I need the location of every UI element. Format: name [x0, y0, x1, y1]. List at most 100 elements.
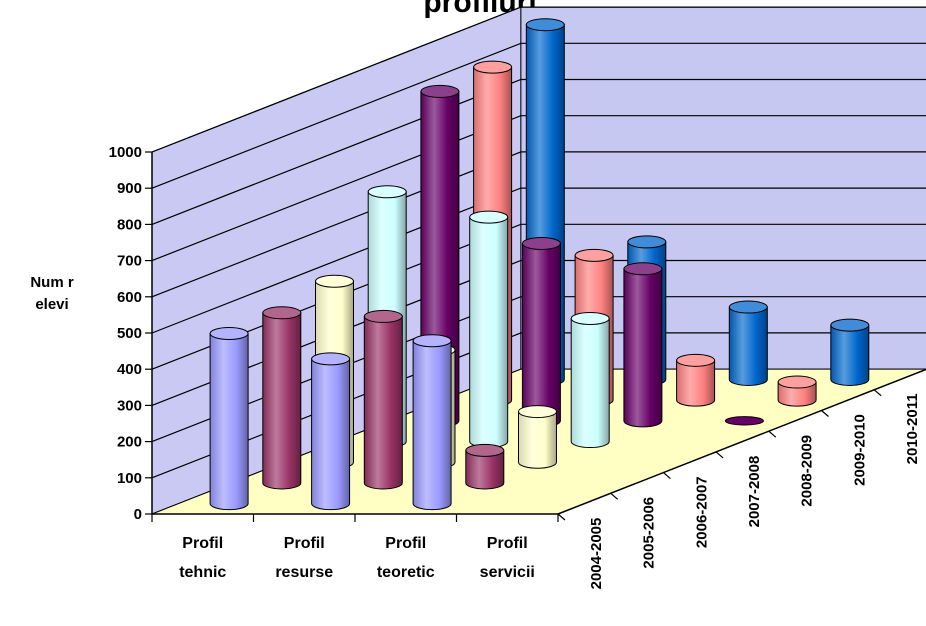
bar-body — [570, 317, 610, 449]
bar — [521, 236, 561, 428]
x-tick-label: teoretic — [377, 564, 435, 581]
bar-body — [830, 324, 870, 386]
bar-top — [473, 60, 513, 74]
bar-top — [525, 18, 565, 32]
bar-body — [728, 306, 768, 386]
bar-top — [367, 185, 407, 199]
y-tick-label: 500 — [117, 325, 142, 342]
x-tick-label: resurse — [275, 564, 333, 581]
bar — [724, 416, 764, 426]
y-tick-label: 900 — [117, 180, 142, 197]
x-tick-label: servicii — [480, 564, 535, 581]
bar-body — [623, 268, 663, 428]
series-label: 2008-2009 — [799, 435, 816, 507]
bar-top — [777, 375, 817, 389]
bar-top — [518, 405, 557, 419]
depth-tick — [715, 451, 724, 459]
depth-tick — [821, 410, 829, 417]
bar-top — [412, 334, 452, 348]
bar-top — [627, 235, 667, 249]
bar-top — [570, 311, 610, 325]
bar-top — [363, 309, 403, 323]
x-tick-label: Profil — [182, 535, 223, 552]
bar-flat — [724, 416, 764, 426]
x-tick-label: tehnic — [179, 564, 226, 581]
bar-top — [469, 210, 509, 224]
bar — [311, 352, 351, 511]
bar — [465, 443, 505, 490]
series-label: 2010-2011 — [904, 393, 921, 464]
y-tick-label: 100 — [117, 470, 142, 487]
bar-top — [521, 236, 561, 250]
bar-body — [469, 216, 509, 449]
y-axis-title-line-1: Num r — [30, 274, 74, 291]
bar-body — [676, 359, 716, 407]
bar — [209, 327, 249, 511]
bar-body — [518, 411, 557, 469]
y-tick-label: 600 — [117, 289, 142, 306]
bar-body — [209, 333, 249, 511]
bar-top — [574, 248, 614, 262]
gridline — [151, 151, 926, 298]
y-tick-label: 800 — [117, 216, 142, 233]
bar — [363, 309, 403, 490]
series-label: 2009-2010 — [851, 414, 868, 486]
x-tick-label: Profil — [487, 535, 528, 552]
depth-tick — [873, 389, 882, 397]
gridline — [151, 6, 926, 153]
y-tick-label: 1000 — [109, 144, 142, 161]
bar — [623, 262, 663, 428]
x-tick-label: Profil — [385, 535, 426, 552]
bar-body — [311, 358, 351, 511]
series-label: 2007-2008 — [746, 456, 763, 528]
y-tick-label: 200 — [117, 434, 142, 451]
series-label: 2006-2007 — [693, 476, 710, 548]
bar — [728, 300, 768, 386]
depth-axis — [557, 368, 926, 515]
bar — [518, 405, 557, 469]
bar-top — [315, 274, 354, 288]
series-label: 2005-2006 — [641, 497, 658, 569]
bar-top — [830, 318, 870, 332]
bar-body — [465, 449, 505, 490]
x-tick-label: Profil — [284, 535, 325, 552]
bar-top — [465, 443, 505, 457]
bar-body — [521, 242, 561, 428]
series-label: 2004-2005 — [588, 518, 605, 590]
bars — [209, 18, 870, 511]
y-axis-title-line-2: elevi — [35, 296, 69, 313]
bar-top — [262, 306, 302, 320]
bar-body — [777, 381, 817, 407]
bar-body — [262, 312, 302, 490]
bar-body — [363, 315, 403, 490]
y-tick-label: 0 — [134, 506, 142, 523]
depth-tick — [768, 430, 777, 438]
bar-top — [676, 353, 716, 367]
gridline — [151, 42, 926, 189]
axis-labels: 0 100 200 300 400 500 600 700 800 900 1000 Profil te… — [109, 144, 921, 589]
bar-body — [412, 340, 452, 511]
bar-top — [623, 262, 663, 276]
depth-tick — [663, 472, 671, 480]
bar — [676, 353, 716, 407]
bar — [412, 334, 452, 511]
bar-top — [209, 327, 249, 341]
bar — [262, 306, 302, 490]
y-tick-label: 400 — [117, 361, 142, 378]
y-axis-title: Num r elevi — [22, 272, 82, 316]
axes — [145, 151, 926, 522]
y-tick-label: 700 — [117, 253, 142, 270]
bar — [570, 311, 610, 449]
bar — [830, 318, 870, 386]
depth-tick — [610, 492, 619, 500]
y-tick-label: 300 — [117, 397, 142, 414]
bar-top — [311, 352, 351, 366]
bar-top — [728, 300, 768, 314]
bar — [469, 210, 509, 449]
gridline — [151, 187, 926, 334]
gridline — [151, 115, 926, 262]
bar — [777, 375, 817, 407]
gridline — [151, 78, 926, 225]
depth-tick — [557, 513, 566, 521]
